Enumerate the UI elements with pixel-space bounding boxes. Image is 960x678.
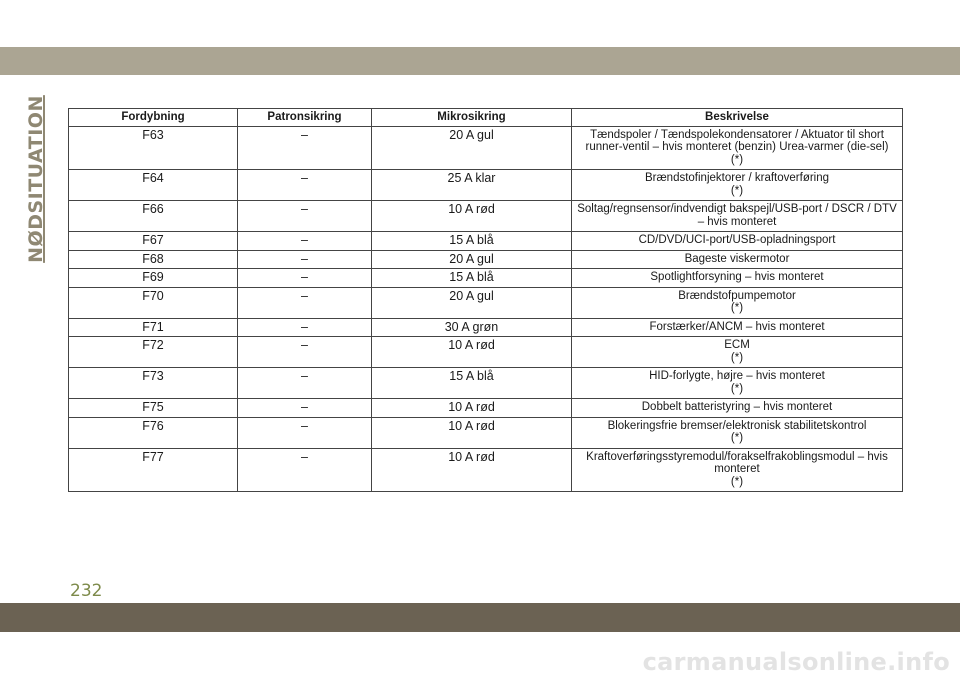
table-row: F72–10 A rød ECM (*) bbox=[68, 336, 903, 368]
cavity-cell: F76 bbox=[68, 416, 238, 449]
cartridge-fuse-cell: – bbox=[237, 317, 372, 337]
description-text: Tændspoler / Tændspolekondensatorer / Ak… bbox=[585, 128, 889, 154]
cartridge-fuse-cell: – bbox=[237, 268, 372, 288]
micro-fuse-cell: 20 A gul bbox=[371, 249, 572, 269]
cavity-cell: F71 bbox=[68, 317, 238, 337]
table-row: F71–30 A grøn Forstærker/ANCM – hvis mont… bbox=[68, 317, 903, 337]
cartridge-fuse-cell: – bbox=[237, 398, 372, 418]
micro-fuse-cell: 15 A blå bbox=[371, 231, 572, 251]
cartridge-fuse-cell: – bbox=[237, 286, 372, 319]
cavity-cell: F69 bbox=[68, 268, 238, 288]
micro-fuse-cell: 20 A gul bbox=[371, 125, 572, 170]
table-row: F70–20 A gul Brændstofpumpemotor (*) bbox=[68, 286, 903, 319]
micro-fuse-cell: 25 A klar bbox=[371, 169, 572, 201]
section-title-tab: NØDSITUATION bbox=[22, 95, 50, 263]
description-cell: Bageste viskermotor bbox=[571, 249, 903, 269]
description-text: Bageste viskermotor bbox=[684, 252, 790, 265]
description-cell: Blokeringsfrie bremser/elektronisk stabi… bbox=[571, 416, 903, 449]
cartridge-fuse-cell: – bbox=[237, 336, 372, 368]
table-row: F76–10 A rød Blokeringsfrie bremser/elekt… bbox=[68, 416, 903, 449]
table-header-row: Fordybning Patronsikring Mikrosikring Be… bbox=[68, 108, 903, 127]
table-row: F64–25 A klar Brændstofinjektorer / kraft… bbox=[68, 169, 903, 201]
header-description: Beskrivelse bbox=[571, 108, 903, 127]
description-cell: Forstærker/ANCM – hvis monteret bbox=[571, 317, 903, 337]
cartridge-fuse-cell: – bbox=[237, 200, 372, 232]
description-text: ECM bbox=[724, 339, 750, 351]
description-text: Spotlightforsyning – hvis monteret bbox=[650, 271, 824, 283]
description-text: Brændstofpumpemotor bbox=[678, 289, 796, 302]
cavity-cell: F63 bbox=[68, 125, 238, 170]
micro-fuse-cell: 10 A rød bbox=[371, 200, 572, 232]
table-row: F63–20 A gul Tændspoler / Tændspolekonden… bbox=[68, 125, 903, 170]
cavity-cell: F68 bbox=[68, 249, 238, 269]
cartridge-fuse-cell: – bbox=[237, 367, 372, 399]
micro-fuse-cell: 20 A gul bbox=[371, 286, 572, 319]
table-row: F68–20 A gul Bageste viskermotor bbox=[68, 249, 903, 269]
table-row: F77–10 A rød Kraftoverføringsstyremodul/f… bbox=[68, 447, 903, 492]
description-cell: Dobbelt batteristyring – hvis monteret bbox=[571, 398, 903, 418]
header-band bbox=[0, 47, 960, 75]
cavity-cell: F70 bbox=[68, 286, 238, 319]
table-row: F75–10 A rød Dobbelt batteristyring – hvi… bbox=[68, 398, 903, 418]
micro-fuse-cell: 30 A grøn bbox=[371, 317, 572, 337]
table-row: F73–15 A blå HID-forlygte, højre – hvis m… bbox=[68, 367, 903, 399]
description-text: CD/DVD/UCI-port/USB-opladningsport bbox=[638, 234, 836, 246]
micro-fuse-cell: 10 A rød bbox=[371, 447, 572, 492]
watermark: carmanualsonline.info bbox=[642, 648, 950, 676]
description-cell: ECM (*) bbox=[571, 336, 903, 368]
cavity-cell: F73 bbox=[68, 367, 238, 399]
cartridge-fuse-cell: – bbox=[237, 169, 372, 201]
fuse-table-body: F63–20 A gul Tændspoler / Tændspolekonden… bbox=[68, 125, 903, 492]
description-text: Brændstofinjektorer / kraftoverføring bbox=[644, 172, 830, 184]
footnote-marker: (*) bbox=[730, 153, 744, 166]
cavity-cell: F72 bbox=[68, 336, 238, 368]
description-cell: Kraftoverføringsstyremodul/forakselfrako… bbox=[571, 447, 903, 492]
description-text: Forstærker/ANCM – hvis monteret bbox=[649, 320, 825, 333]
micro-fuse-cell: 10 A rød bbox=[371, 398, 572, 418]
description-cell: Brændstofpumpemotor (*) bbox=[571, 286, 903, 319]
cavity-cell: F67 bbox=[68, 231, 238, 251]
description-cell: HID-forlygte, højre – hvis monteret (*) bbox=[571, 367, 903, 399]
cartridge-fuse-cell: – bbox=[237, 447, 372, 492]
micro-fuse-cell: 15 A blå bbox=[371, 367, 572, 399]
fuse-table: Fordybning Patronsikring Mikrosikring Be… bbox=[68, 108, 903, 492]
micro-fuse-cell: 10 A rød bbox=[371, 336, 572, 368]
table-row: F66–10 A rød Soltag/regnsensor/indvendigt… bbox=[68, 200, 903, 232]
footnote-marker: (*) bbox=[730, 432, 744, 444]
description-cell: Soltag/regnsensor/indvendigt bakspejl/US… bbox=[571, 200, 903, 232]
description-cell: Brændstofinjektorer / kraftoverføring (*) bbox=[571, 169, 903, 201]
footnote-marker: (*) bbox=[730, 184, 744, 197]
cartridge-fuse-cell: – bbox=[237, 249, 372, 269]
description-text: Blokeringsfrie bremser/elektronisk stabi… bbox=[607, 419, 867, 432]
header-cavity: Fordybning bbox=[68, 108, 238, 127]
cavity-cell: F66 bbox=[68, 200, 238, 232]
cartridge-fuse-cell: – bbox=[237, 416, 372, 449]
description-cell: Tændspoler / Tændspolekondensatorer / Ak… bbox=[571, 125, 903, 170]
footnote-marker: (*) bbox=[730, 475, 744, 488]
description-text: Dobbelt batteristyring – hvis monteret bbox=[641, 401, 833, 413]
description-text: Kraftoverføringsstyremodul/forakselfrako… bbox=[586, 450, 888, 476]
description-cell: CD/DVD/UCI-port/USB-opladningsport bbox=[571, 231, 903, 251]
cartridge-fuse-cell: – bbox=[237, 125, 372, 170]
header-cartridge-fuse: Patronsikring bbox=[237, 108, 372, 127]
cartridge-fuse-cell: – bbox=[237, 231, 372, 251]
description-text: HID-forlygte, højre – hvis monteret bbox=[649, 370, 825, 382]
description-cell: Spotlightforsyning – hvis monteret bbox=[571, 268, 903, 288]
micro-fuse-cell: 15 A blå bbox=[371, 268, 572, 288]
footnote-marker: (*) bbox=[730, 351, 744, 364]
table-row: F69–15 A blå Spotlightforsyning – hvis mo… bbox=[68, 268, 903, 288]
footnote-marker: (*) bbox=[730, 302, 744, 314]
table-row: F67–15 A blå CD/DVD/UCI-port/USB-opladnin… bbox=[68, 231, 903, 251]
cavity-cell: F75 bbox=[68, 398, 238, 418]
micro-fuse-cell: 10 A rød bbox=[371, 416, 572, 449]
section-title: NØDSITUATION bbox=[25, 95, 47, 263]
footer-band bbox=[0, 603, 960, 632]
description-text: Soltag/regnsensor/indvendigt bakspejl/US… bbox=[577, 203, 897, 228]
page-number: 232 bbox=[70, 581, 103, 601]
cavity-cell: F64 bbox=[68, 169, 238, 201]
footnote-marker: (*) bbox=[730, 382, 744, 395]
header-micro-fuse: Mikrosikring bbox=[371, 108, 572, 127]
cavity-cell: F77 bbox=[68, 447, 238, 492]
